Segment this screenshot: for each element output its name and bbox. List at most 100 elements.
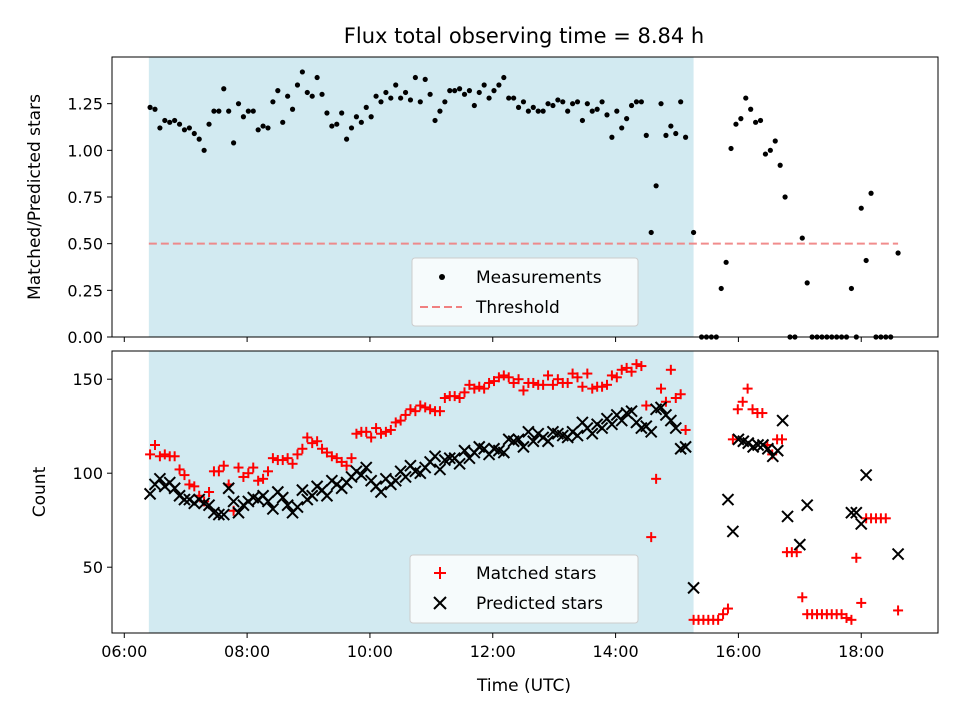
matched-star-point <box>233 462 244 473</box>
measurement-point <box>216 108 222 114</box>
matched-star-point <box>601 379 612 390</box>
measurement-point <box>574 99 581 105</box>
matched-star-point <box>307 438 318 449</box>
matched-star-point <box>518 385 529 396</box>
matched-star-point <box>243 468 254 479</box>
measurement-point <box>275 88 281 94</box>
measurement-point <box>294 82 301 88</box>
matched-star-point <box>302 432 313 443</box>
measurement-point <box>633 99 640 105</box>
measurement-point <box>638 99 644 105</box>
measurement-point <box>427 91 433 97</box>
measurement-point <box>757 117 764 124</box>
predicted-star-point <box>615 414 628 427</box>
predicted-star-point <box>276 491 289 504</box>
measurement-point <box>501 74 507 81</box>
measurement-point <box>535 108 541 114</box>
top-legend-box <box>411 257 639 327</box>
measurement-point <box>895 250 901 256</box>
legend-x-marker <box>433 596 447 610</box>
x-tick-label: 16:00 <box>715 642 761 661</box>
measurement-point <box>398 95 404 101</box>
predicted-star-point <box>793 538 807 551</box>
predicted-star-point <box>389 474 402 487</box>
measurement-point <box>250 108 256 114</box>
matched-star-point <box>375 428 386 439</box>
measurement-point <box>471 102 477 109</box>
predicted-star-point <box>497 446 511 459</box>
predicted-star-point <box>433 463 447 476</box>
predicted-star-point <box>512 433 525 446</box>
predicted-star-point <box>232 506 245 519</box>
matched-star-point <box>636 361 647 372</box>
predicted-star-point <box>355 468 368 482</box>
measurement-point <box>221 86 227 92</box>
matched-star-point <box>851 552 862 563</box>
measurement-point <box>863 257 869 264</box>
measurement-point <box>152 106 158 112</box>
predicted-star-point <box>527 435 540 448</box>
measurement-point <box>412 74 418 81</box>
matched-star-point <box>880 513 891 524</box>
measurement-point <box>299 69 305 75</box>
legend-threshold: Threshold <box>475 298 560 318</box>
bottom-panel: 50 100 150 06:00 08:00 10:00 12:00 14:00 16:00 1… <box>30 350 939 696</box>
bottom-axes-frame <box>111 350 939 634</box>
measurement-point <box>599 99 605 105</box>
matched-star-point <box>380 426 391 437</box>
top-panel: 0.00 0.25 0.50 0.75 1.00 1.25 Matched/Predict… <box>25 56 939 347</box>
measurement-point <box>604 112 610 118</box>
predicted-star-point <box>845 506 858 519</box>
matched-star-point <box>218 460 229 471</box>
matched-star-point <box>395 415 406 426</box>
measurement-point <box>481 82 487 88</box>
predicted-star-point <box>654 401 668 414</box>
measurement-point <box>858 205 864 211</box>
x-tick-label: 10:00 <box>347 642 393 661</box>
matched-star-point <box>757 408 768 419</box>
matched-star-point <box>434 406 445 417</box>
measurement-point <box>723 259 729 265</box>
measurement-points <box>147 69 901 340</box>
measurement-point <box>383 89 389 96</box>
predicted-star-point <box>428 450 442 463</box>
matched-star-point <box>204 487 215 497</box>
predicted-star-point <box>517 440 530 454</box>
measurement-point <box>545 101 551 107</box>
matched-star-point <box>326 451 337 462</box>
matched-star-point <box>713 614 724 625</box>
measurement-point <box>624 116 630 122</box>
predicted-star-point <box>153 472 167 486</box>
matched-star-point <box>258 473 269 484</box>
predicted-star-point <box>261 495 275 508</box>
measurement-point <box>373 93 379 99</box>
matched-star-point <box>846 614 857 625</box>
measurement-point <box>772 138 778 144</box>
bottom-legend-box <box>409 554 639 624</box>
measurement-point <box>678 99 684 105</box>
legend-plus-marker <box>434 567 446 579</box>
measurement-point <box>782 194 788 200</box>
measurement-point <box>270 99 276 105</box>
x-tick-label: 06:00 <box>101 642 147 661</box>
measurement-point <box>176 121 183 127</box>
matched-star-point <box>479 383 490 394</box>
measurement-point <box>525 108 531 114</box>
matched-star-point <box>292 449 303 460</box>
legend-predicted-stars: Predicted stars <box>476 594 603 614</box>
predicted-star-point <box>800 498 814 512</box>
matched-star-point <box>405 404 416 415</box>
matched-star-point <box>680 424 691 435</box>
matched-star-point <box>562 377 573 388</box>
measurement-point <box>609 134 615 140</box>
measurement-point <box>358 119 364 125</box>
predicted-star-point <box>855 517 868 531</box>
matched-star-point <box>611 372 622 383</box>
predicted-star-point <box>143 487 157 501</box>
predicted-star-point <box>891 547 905 561</box>
matched-star-point <box>513 374 524 385</box>
matched-star-point <box>287 458 298 469</box>
measurement-point <box>334 121 340 127</box>
predicted-star-point <box>320 489 334 502</box>
matched-star-point <box>282 453 293 464</box>
